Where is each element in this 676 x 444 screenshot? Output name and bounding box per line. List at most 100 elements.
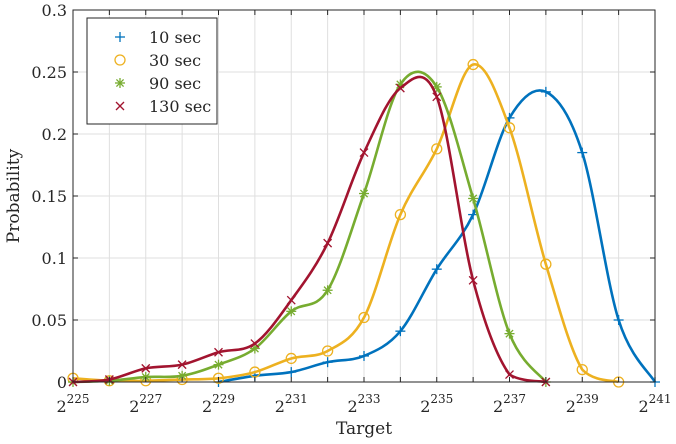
data-point bbox=[468, 193, 479, 204]
svg-text:2241: 2241 bbox=[638, 392, 671, 416]
x-tick-base: 2 bbox=[566, 397, 576, 416]
data-point bbox=[322, 357, 333, 368]
x-tick-exponent: 241 bbox=[649, 392, 672, 406]
y-tick-label: 0 bbox=[57, 373, 67, 392]
data-point bbox=[359, 148, 369, 158]
data-point bbox=[212, 372, 225, 384]
legend-item: 30 sec bbox=[114, 51, 201, 70]
x-tick-label: 2231 bbox=[275, 392, 308, 416]
series-line bbox=[218, 89, 657, 384]
x-tick-exponent: 235 bbox=[430, 392, 453, 406]
x-tick-exponent: 225 bbox=[67, 392, 90, 406]
svg-text:2239: 2239 bbox=[566, 392, 599, 416]
data-point bbox=[613, 315, 624, 325]
x-tick-base: 2 bbox=[56, 397, 66, 416]
series-line bbox=[72, 63, 620, 384]
data-point bbox=[358, 311, 370, 324]
x-tick-label: 2229 bbox=[202, 392, 235, 416]
data-point bbox=[322, 285, 333, 296]
y-axis-label: Probability bbox=[4, 148, 24, 243]
data-point bbox=[504, 328, 515, 339]
legend: 10 sec 30 sec 90 sec 130 sec bbox=[86, 17, 218, 125]
legend-marker bbox=[114, 54, 126, 66]
svg-text:2225: 2225 bbox=[56, 392, 89, 416]
y-tick-label: 0.15 bbox=[31, 187, 67, 206]
svg-text:2229: 2229 bbox=[202, 392, 235, 416]
legend-label: 30 sec bbox=[149, 51, 201, 70]
x-tick-labels: 2225 2227 2229 2231 2233 2235 2237 2239 2241 bbox=[56, 392, 671, 416]
x-tick-exponent: 231 bbox=[285, 392, 308, 406]
data-point bbox=[250, 339, 260, 349]
data-point bbox=[286, 367, 297, 378]
data-point bbox=[576, 363, 588, 376]
data-point bbox=[467, 58, 479, 71]
data-point bbox=[213, 359, 224, 370]
data-point bbox=[323, 238, 333, 248]
y-tick-label: 0.05 bbox=[31, 311, 67, 330]
x-tick-label: 2233 bbox=[347, 392, 380, 416]
axis-ticks bbox=[72, 9, 656, 383]
x-tick-base: 2 bbox=[275, 397, 285, 416]
data-point bbox=[503, 122, 516, 134]
data-point bbox=[321, 345, 334, 357]
svg-text:2237: 2237 bbox=[493, 392, 526, 416]
y-tick-label: 0.3 bbox=[42, 1, 67, 20]
series-130-sec bbox=[68, 75, 551, 387]
legend-label: 90 sec bbox=[149, 74, 201, 93]
legend-label: 10 sec bbox=[149, 28, 201, 47]
data-point bbox=[432, 92, 442, 102]
data-point bbox=[394, 208, 407, 221]
data-point bbox=[431, 143, 443, 155]
legend-box bbox=[86, 17, 218, 125]
x-tick-label: 2225 bbox=[56, 392, 89, 416]
data-point bbox=[286, 306, 297, 317]
x-tick-exponent: 229 bbox=[212, 392, 235, 406]
x-tick-base: 2 bbox=[420, 397, 430, 416]
svg-text:2227: 2227 bbox=[129, 392, 162, 416]
x-tick-exponent: 237 bbox=[503, 392, 526, 406]
data-point bbox=[505, 370, 514, 380]
x-tick-exponent: 233 bbox=[358, 392, 381, 406]
x-tick-label: 2239 bbox=[566, 392, 599, 416]
legend-item: 130 sec bbox=[115, 97, 211, 116]
legend-label: 130 sec bbox=[149, 97, 211, 116]
x-tick-label: 2241 bbox=[638, 392, 671, 416]
y-tick-label: 0.2 bbox=[42, 125, 67, 144]
data-point bbox=[359, 188, 369, 199]
x-tick-base: 2 bbox=[129, 397, 139, 416]
data-point bbox=[540, 86, 551, 97]
x-tick-base: 2 bbox=[347, 397, 357, 416]
x-tick-base: 2 bbox=[493, 397, 503, 416]
data-point bbox=[359, 350, 369, 361]
legend-item: 90 sec bbox=[115, 74, 201, 93]
svg-text:2233: 2233 bbox=[347, 392, 380, 416]
data-point bbox=[285, 352, 297, 365]
x-axis-label: Target bbox=[336, 419, 392, 439]
data-point bbox=[577, 147, 588, 158]
y-tick-label: 0.25 bbox=[31, 63, 67, 82]
legend-marker bbox=[115, 101, 125, 111]
legend-marker bbox=[115, 32, 125, 42]
y-tick-label: 0.1 bbox=[42, 249, 67, 268]
legend-marker bbox=[115, 78, 125, 88]
data-point bbox=[431, 264, 442, 275]
x-tick-label: 2237 bbox=[493, 392, 526, 416]
x-tick-label: 2235 bbox=[420, 392, 453, 416]
data-point bbox=[468, 275, 478, 285]
series-layer bbox=[67, 58, 660, 388]
series-90-sec bbox=[68, 70, 551, 387]
x-tick-exponent: 227 bbox=[139, 392, 162, 406]
svg-text:2235: 2235 bbox=[420, 392, 453, 416]
data-point bbox=[395, 326, 406, 337]
x-tick-label: 2227 bbox=[129, 392, 162, 416]
data-point bbox=[214, 347, 223, 357]
data-point bbox=[395, 83, 405, 93]
svg-text:2231: 2231 bbox=[275, 392, 308, 416]
legend-item: 10 sec bbox=[115, 28, 201, 47]
y-tick-labels: 0 0.05 0.1 0.15 0.2 0.25 0.3 bbox=[31, 1, 67, 392]
data-point bbox=[177, 360, 187, 370]
data-point bbox=[286, 295, 296, 305]
x-tick-exponent: 239 bbox=[576, 392, 599, 406]
data-point bbox=[141, 363, 151, 373]
